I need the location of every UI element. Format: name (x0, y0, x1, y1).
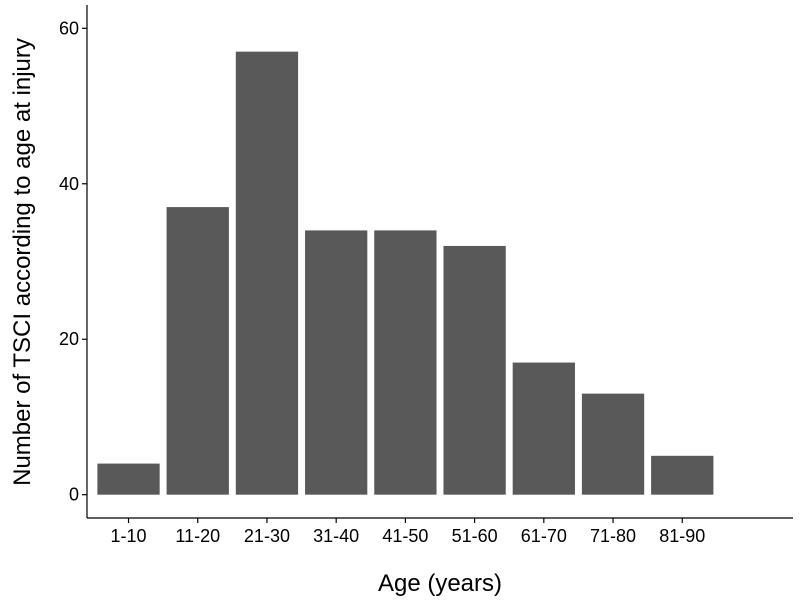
bar-1-10 (97, 463, 160, 495)
y-tick-label: 60 (59, 18, 79, 38)
bar-41-50 (374, 230, 437, 495)
y-tick-label: 0 (69, 485, 79, 505)
x-tick-label-21-30: 21-30 (244, 526, 290, 546)
x-axis-title: Age (years) (378, 570, 502, 597)
x-tick-label-11-20: 11-20 (175, 526, 220, 546)
x-ticks: 1-10 11-20 21-30 31-40 41-50 51-60 61-70 71-80 8… (111, 518, 705, 546)
x-tick-label-1-10: 1-10 (111, 526, 147, 546)
y-ticks: 0 20 40 60 (59, 18, 87, 505)
x-tick-label-31-40: 31-40 (313, 526, 359, 546)
bar-21-30 (235, 51, 299, 495)
y-tick-label: 40 (59, 174, 79, 194)
x-tick-label-61-70: 61-70 (521, 526, 567, 546)
bar-81-90 (651, 455, 714, 495)
x-tick-label-71-80: 71-80 (590, 526, 636, 546)
y-axis-title: Number of TSCI according to age at injur… (9, 38, 36, 486)
bar-11-20 (166, 207, 229, 495)
bar-71-80 (581, 393, 645, 495)
bar-51-60 (443, 245, 506, 495)
y-tick-label: 20 (59, 329, 79, 349)
bar-61-70 (512, 362, 575, 495)
x-tick-label-41-50: 41-50 (382, 526, 428, 546)
bars-layer (97, 51, 714, 495)
x-tick-label-51-60: 51-60 (452, 526, 498, 546)
bar-31-40 (305, 230, 368, 495)
x-tick-label-81-90: 81-90 (659, 526, 705, 546)
